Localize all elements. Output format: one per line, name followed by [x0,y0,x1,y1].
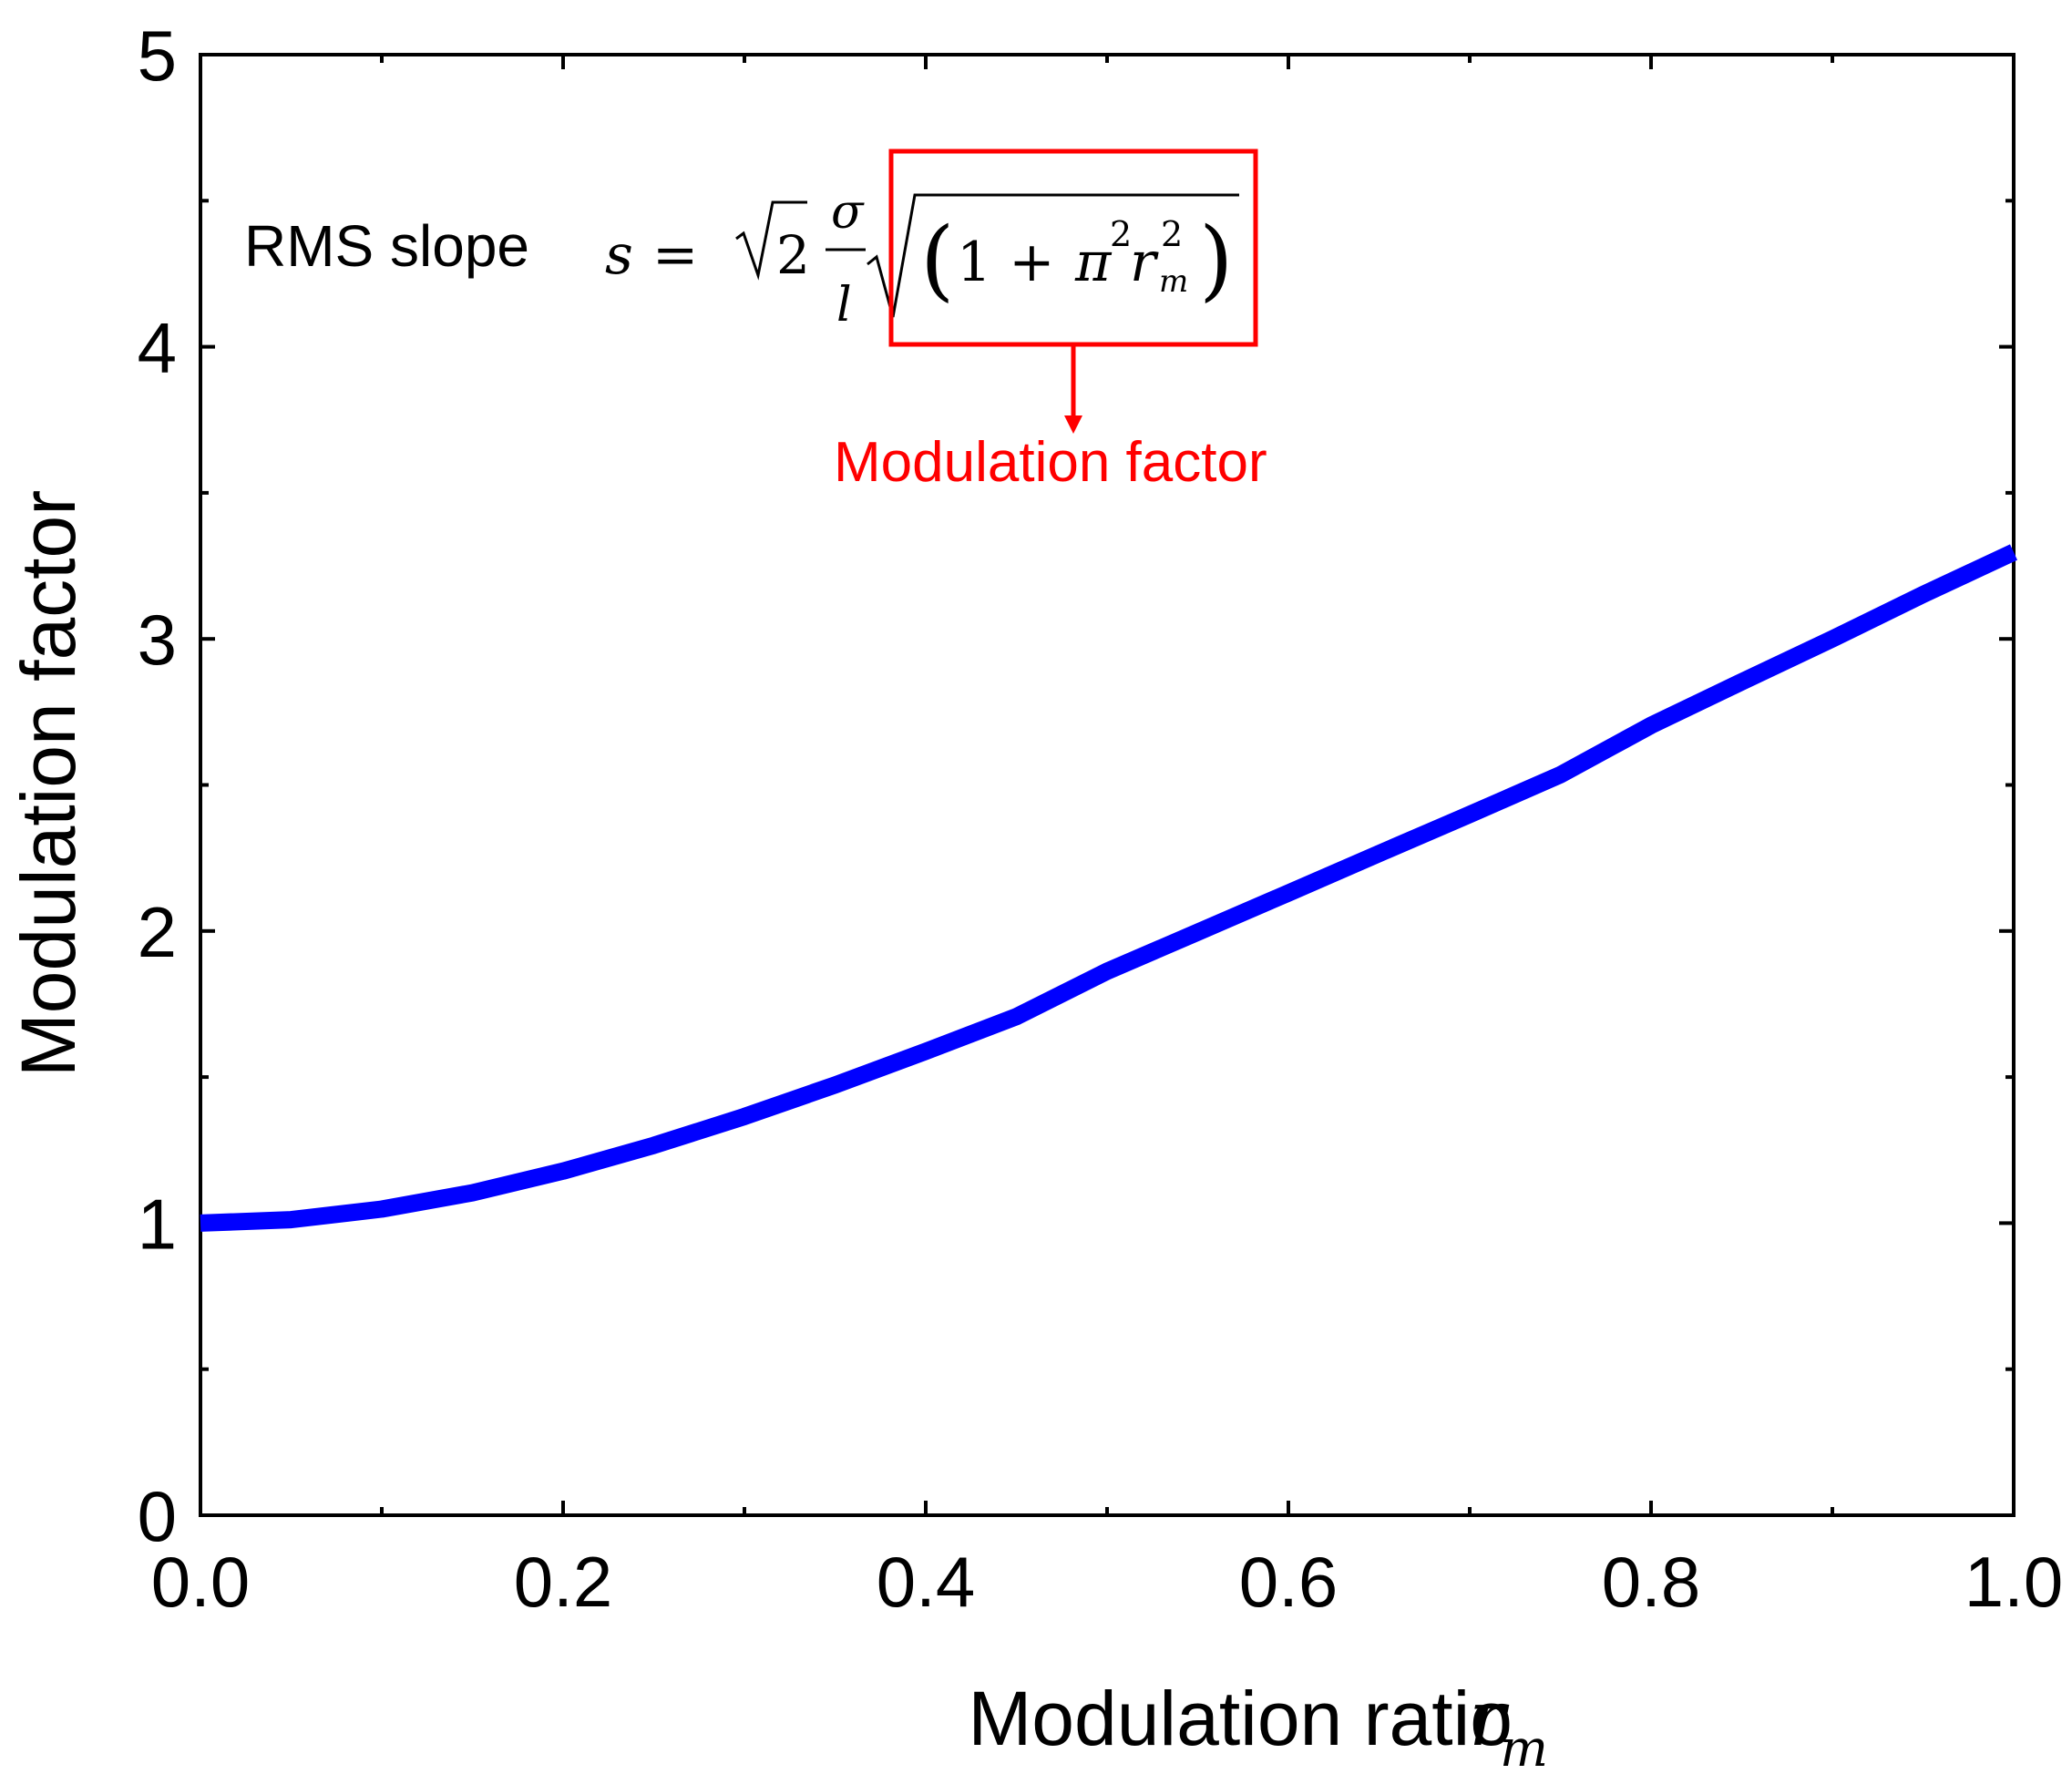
paren-right: ) [1199,209,1233,311]
x-tick-label: 0.8 [1602,1542,1700,1622]
x-tick-label: 1.0 [1964,1542,2063,1622]
x-tick-label: 0.4 [877,1542,975,1622]
y-tick-label: 4 [138,308,177,388]
formula-equals: = [652,223,698,287]
y-tick-label: 0 [138,1476,177,1556]
formula-pi-exponent: 2 [1110,214,1132,254]
sqrt-sign-small [735,200,807,281]
formula-pi: π [1074,231,1113,294]
formula-label: RMS slope [244,213,529,279]
formula-r-exponent: 2 [1161,214,1183,254]
x-axis-symbol: r [1469,1674,1510,1763]
modulation-factor-callout: Modulation factor [834,149,1267,494]
y-tick-label: 2 [138,892,177,972]
callout-arrow-head [1064,415,1082,434]
formula-numerator: σ [831,185,865,240]
formula-r-subscript: m [1159,263,1188,300]
x-tick-labels: 0.0 0.2 0.4 0.6 0.8 1.0 [151,1542,2063,1622]
formula-one-plus: 1 + [957,231,1055,294]
y-tick-label: 5 [138,15,177,96]
y-tick-label: 3 [138,600,177,680]
x-axis-title: Modulation ratio [968,1676,1513,1761]
y-axis-title: Modulation factor [5,490,91,1077]
axis-ticks [199,53,2016,1517]
x-tick-label: 0.6 [1239,1542,1338,1622]
x-tick-label: 0.0 [151,1542,250,1622]
formula-denominator: l [836,278,852,333]
formula-sqrt-arg: 2 [776,224,810,286]
formula-annotation: RMS slope s = 2 σ l ( 1 + π 2 r 2 m ) [244,185,1239,333]
callout-label: Modulation factor [834,431,1267,494]
y-tick-labels: 0 1 2 3 4 5 [138,15,177,1556]
y-tick-label: 1 [138,1184,177,1264]
x-tick-label: 0.2 [514,1542,612,1622]
formula-lhs: s [605,223,633,287]
paren-left: ( [920,209,954,311]
formula-r: r [1130,231,1159,294]
x-axis-symbol-subscript: m [1500,1719,1548,1774]
series-line-modulation-factor [200,544,2018,1232]
